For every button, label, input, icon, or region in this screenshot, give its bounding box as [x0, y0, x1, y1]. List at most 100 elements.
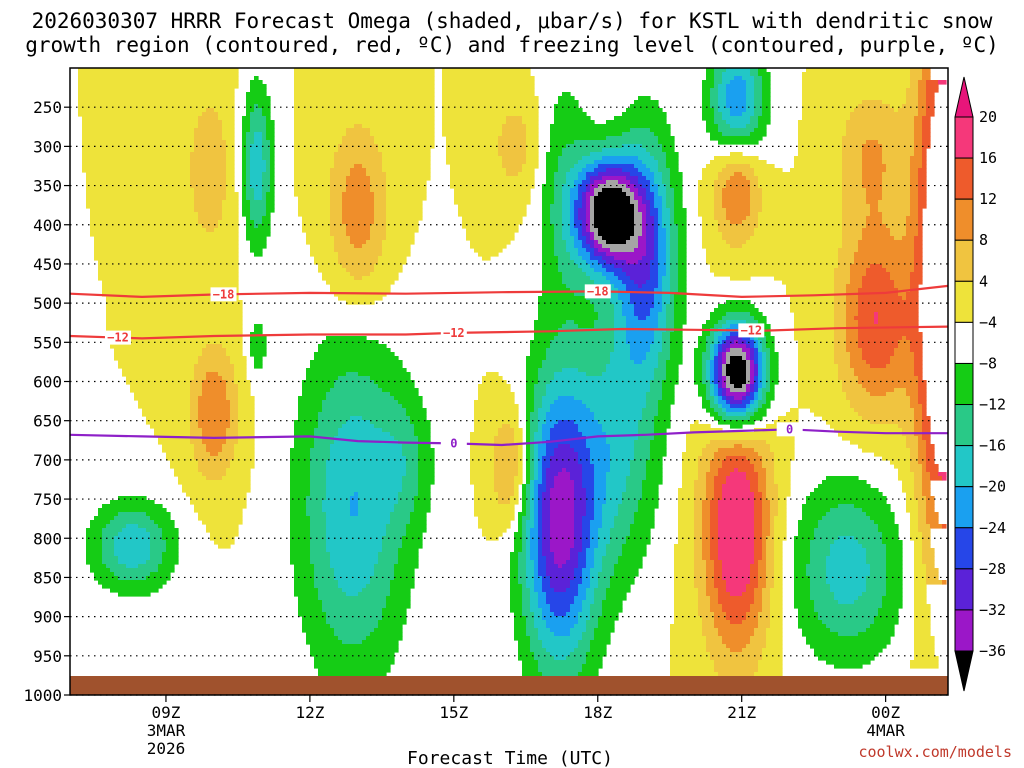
omega-cell — [214, 540, 235, 545]
omega-cell — [442, 100, 539, 105]
omega-cell — [302, 624, 331, 629]
omega-cell — [914, 584, 927, 589]
omega-cell — [926, 108, 935, 113]
omega-cell — [630, 236, 639, 241]
omega-cell — [798, 140, 843, 145]
omega-cell — [594, 484, 607, 489]
omega-cell — [866, 192, 883, 197]
omega-cell — [902, 488, 915, 493]
omega-cell — [906, 224, 919, 229]
omega-cell — [746, 472, 759, 477]
omega-cell — [798, 396, 847, 401]
omega-cell — [542, 504, 551, 509]
omega-cell — [190, 432, 203, 437]
omega-cell — [718, 140, 759, 145]
omega-cell — [718, 592, 731, 597]
omega-cell — [594, 248, 599, 253]
omega-cell — [702, 380, 711, 385]
omega-cell — [326, 396, 395, 401]
omega-cell — [834, 296, 847, 301]
omega-cell — [754, 84, 763, 89]
omega-cell — [502, 164, 523, 169]
omega-cell — [582, 480, 595, 485]
omega-cell — [246, 232, 271, 237]
omega-cell — [914, 136, 923, 141]
omega-cell — [82, 156, 191, 161]
omega-cell — [906, 440, 919, 445]
omega-cell — [622, 168, 639, 173]
omega-cell — [818, 484, 871, 489]
omega-cell — [542, 204, 551, 209]
omega-cell — [94, 244, 239, 249]
omega-cell — [754, 560, 759, 565]
omega-cell — [922, 484, 931, 489]
omega-cell — [542, 228, 555, 233]
omega-cell — [826, 512, 867, 517]
omega-cell — [550, 580, 571, 585]
omega-cell — [318, 268, 347, 273]
omega-cell — [262, 172, 271, 177]
omega-cell — [650, 268, 659, 273]
omega-cell — [830, 424, 899, 429]
omega-cell — [758, 348, 763, 353]
omega-cell — [834, 340, 847, 345]
omega-cell — [658, 260, 667, 265]
omega-cell — [710, 468, 719, 473]
omega-cell — [562, 188, 571, 193]
omega-cell — [598, 616, 619, 621]
omega-cell — [514, 488, 519, 493]
omega-cell — [606, 496, 623, 501]
omega-cell — [590, 452, 611, 457]
omega-cell — [702, 620, 715, 625]
omega-cell — [330, 184, 347, 189]
omega-cell — [582, 608, 591, 613]
omega-cell — [758, 324, 771, 329]
omega-cell — [666, 308, 675, 313]
omega-cell — [642, 416, 655, 421]
omega-cell — [722, 636, 751, 641]
omega-cell — [746, 644, 767, 649]
omega-cell — [810, 588, 831, 593]
omega-cell — [754, 100, 763, 105]
omega-cell — [550, 144, 567, 149]
omega-cell — [774, 276, 835, 281]
omega-cell — [774, 520, 787, 525]
ground-surface — [70, 676, 948, 695]
omega-cell — [766, 344, 775, 349]
omega-cell — [750, 388, 755, 393]
omega-cell — [806, 568, 827, 573]
omega-cell — [754, 500, 763, 505]
omega-cell — [746, 340, 755, 345]
omega-cell — [410, 520, 427, 525]
omega-cell — [558, 260, 575, 265]
omega-cell — [406, 468, 419, 473]
omega-cell — [638, 176, 647, 181]
omega-cell — [586, 596, 595, 601]
omega-cell — [534, 388, 547, 393]
omega-cell — [654, 204, 663, 209]
omega-cell — [538, 312, 599, 317]
omega-cell — [262, 156, 271, 161]
omega-cell — [802, 628, 831, 633]
omega-cell — [162, 536, 179, 541]
omega-cell — [706, 648, 731, 653]
omega-cell — [598, 540, 611, 545]
omega-cell — [442, 104, 539, 109]
omega-cell — [654, 376, 667, 381]
omega-cell — [386, 596, 411, 601]
omega-cell — [538, 380, 551, 385]
omega-cell — [706, 248, 839, 253]
omega-cell — [86, 544, 103, 549]
omega-cell — [522, 168, 535, 173]
omega-cell — [518, 528, 523, 533]
omega-cell — [594, 588, 607, 593]
omega-cell — [774, 476, 791, 481]
omega-cell — [770, 368, 779, 373]
omega-cell — [802, 92, 907, 97]
omega-cell — [722, 608, 751, 613]
omega-cell — [510, 600, 523, 605]
omega-cell — [546, 164, 559, 169]
omega-cell — [870, 264, 883, 269]
omega-cell — [606, 476, 627, 481]
omega-cell — [226, 152, 235, 157]
